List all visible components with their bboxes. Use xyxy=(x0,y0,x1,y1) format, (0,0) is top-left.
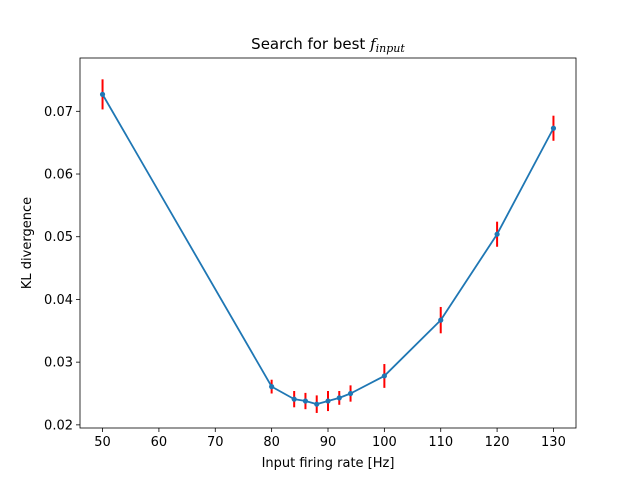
data-point xyxy=(494,231,500,237)
y-tick-label: 0.05 xyxy=(44,230,73,245)
data-point xyxy=(336,395,342,401)
data-point xyxy=(325,398,331,404)
data-point xyxy=(347,390,354,397)
x-tick-label: 50 xyxy=(94,435,111,450)
x-tick-label: 70 xyxy=(207,435,224,450)
y-tick-label: 0.04 xyxy=(44,293,73,308)
series-line-layer xyxy=(101,93,555,406)
chart-title-subscript: input xyxy=(376,42,406,55)
chart-title-text: Search for best xyxy=(251,35,370,53)
x-tick-label: 120 xyxy=(485,435,510,450)
data-point xyxy=(550,125,557,131)
x-tick-label: 80 xyxy=(263,435,280,450)
y-axis-label: KL divergence xyxy=(20,197,35,289)
y-tick-label: 0.06 xyxy=(44,168,73,183)
data-point xyxy=(381,373,387,379)
plot-area xyxy=(80,58,576,428)
x-tick-label: 60 xyxy=(151,435,168,450)
x-tick-label: 90 xyxy=(320,435,337,450)
data-point xyxy=(291,396,297,402)
x-axis: 50 60 70 80 90 100 110 120 130 xyxy=(94,428,566,450)
y-tick-label: 0.07 xyxy=(44,105,73,120)
x-tick-label: 130 xyxy=(541,435,566,450)
y-axis: 0.02 0.03 0.04 0.05 0.06 0.07 xyxy=(44,105,80,433)
data-point xyxy=(302,398,309,404)
marker-layer xyxy=(99,91,557,407)
x-tick-label: 100 xyxy=(372,435,397,450)
chart-title: Search for best finput xyxy=(251,35,405,55)
x-axis-label: Input firing rate [Hz] xyxy=(262,456,395,471)
chart-title-symbol: f xyxy=(369,35,378,53)
data-point xyxy=(438,317,444,323)
y-tick-label: 0.02 xyxy=(44,418,73,433)
data-point xyxy=(99,91,106,97)
data-point xyxy=(314,401,320,407)
y-tick-label: 0.03 xyxy=(44,356,73,371)
series-line xyxy=(101,93,555,406)
data-point xyxy=(269,384,275,390)
x-tick-label: 110 xyxy=(428,435,453,450)
